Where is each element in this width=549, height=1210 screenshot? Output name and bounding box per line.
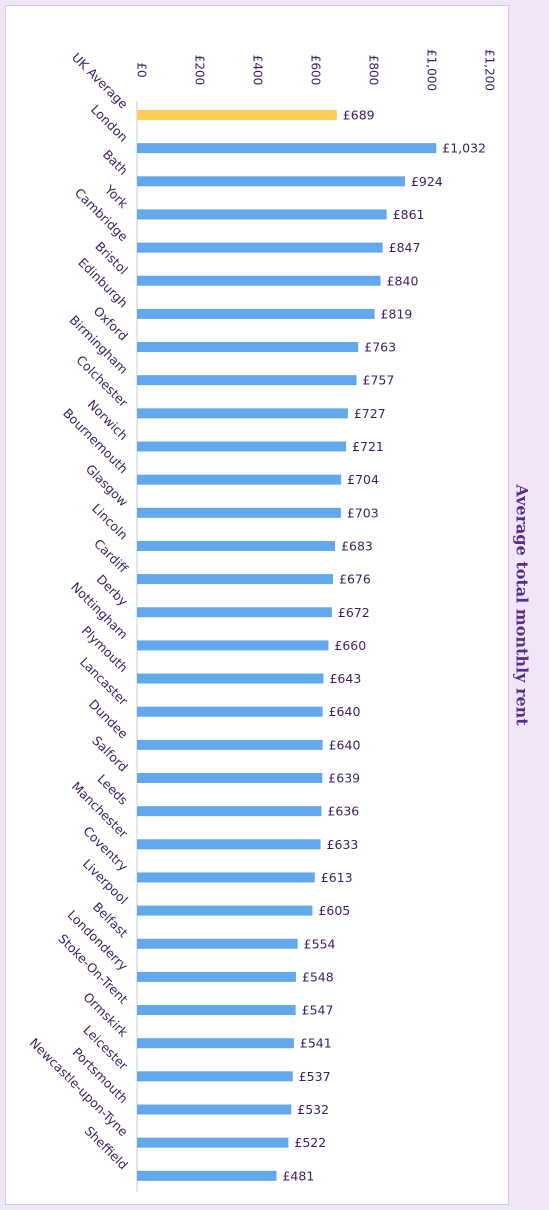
data-label: £640	[329, 737, 361, 752]
bar	[137, 1038, 294, 1049]
bar	[137, 474, 342, 485]
data-label: £703	[347, 505, 379, 520]
bars	[137, 110, 437, 1181]
data-label: £1,032	[442, 141, 486, 156]
bar	[137, 673, 324, 684]
bar	[137, 1005, 296, 1016]
bar	[137, 1137, 289, 1148]
x-tick-label: £800	[367, 55, 381, 86]
bar	[137, 143, 437, 154]
bar	[137, 176, 405, 187]
data-label: £643	[329, 671, 361, 686]
category-labels: UK AverageLondonBathYorkCambridgeBristol…	[27, 50, 132, 1173]
chart-frame	[5, 5, 509, 1205]
bar	[137, 441, 347, 452]
data-label: £537	[299, 1069, 331, 1084]
bar	[137, 872, 315, 883]
data-label: £924	[411, 174, 443, 189]
data-label: £840	[387, 273, 419, 288]
bar	[137, 209, 387, 220]
data-label: £532	[297, 1102, 329, 1117]
data-label: £639	[328, 771, 360, 786]
data-label: £861	[393, 207, 425, 222]
bar	[137, 1170, 277, 1181]
data-label: £819	[381, 306, 413, 321]
data-label: £640	[329, 704, 361, 719]
bar	[137, 375, 357, 386]
data-label: £727	[354, 406, 386, 421]
bar	[137, 408, 348, 419]
bar	[137, 507, 341, 518]
x-tick-label: £1,200	[483, 49, 497, 91]
bar	[137, 242, 383, 253]
bar	[137, 739, 323, 750]
data-label: £676	[339, 572, 371, 587]
data-label: £633	[327, 837, 359, 852]
data-label: £541	[300, 1036, 332, 1051]
bar	[137, 706, 323, 717]
data-label: £522	[294, 1135, 326, 1150]
data-label: £672	[338, 605, 370, 620]
bar	[137, 1071, 293, 1082]
bar	[137, 773, 323, 783]
bar-highlight	[137, 110, 337, 120]
x-axis-ticks: £0 £200 £400 £600 £800 £1,000 £1,200	[135, 49, 497, 91]
category-label: London	[88, 102, 131, 145]
data-label: £689	[343, 108, 375, 123]
bar	[137, 342, 359, 353]
data-label: £757	[363, 373, 395, 388]
bar	[137, 607, 332, 618]
data-label: £660	[334, 638, 366, 653]
data-label: £704	[347, 472, 379, 487]
data-label: £613	[321, 870, 353, 885]
data-label: £554	[304, 936, 336, 951]
x-tick-label: £400	[251, 55, 265, 86]
x-tick-label: £200	[193, 55, 207, 86]
bar	[137, 839, 321, 850]
bar	[137, 971, 296, 982]
bar	[137, 806, 322, 817]
chart-title: Average total monthly rent	[512, 484, 532, 726]
data-label: £763	[364, 340, 396, 355]
x-tick-label: £1,000	[425, 49, 439, 91]
bar	[137, 275, 381, 286]
bar	[137, 1104, 292, 1115]
value-labels: £689 £1,032 £924 £861 £847 £840 £819 £763 £757 £7…	[282, 108, 486, 1184]
category-label: Bath	[100, 147, 131, 178]
bar	[137, 574, 334, 585]
data-label: £547	[302, 1003, 334, 1018]
bar	[137, 308, 375, 319]
data-label: £683	[341, 538, 373, 553]
bar	[137, 640, 329, 651]
data-label: £636	[327, 804, 359, 819]
bar	[137, 540, 336, 551]
data-label: £721	[352, 439, 384, 454]
data-label: £481	[282, 1168, 314, 1183]
bar	[137, 938, 298, 949]
x-tick-label: £600	[309, 55, 323, 86]
data-label: £605	[318, 903, 350, 918]
category-label: Salford	[89, 733, 131, 775]
data-label: £847	[389, 240, 421, 255]
category-label: Lincoln	[89, 501, 131, 543]
data-label: £548	[302, 969, 334, 984]
category-label: Cardiff	[91, 536, 131, 576]
bar	[137, 905, 313, 916]
x-tick-label: £0	[135, 62, 149, 77]
